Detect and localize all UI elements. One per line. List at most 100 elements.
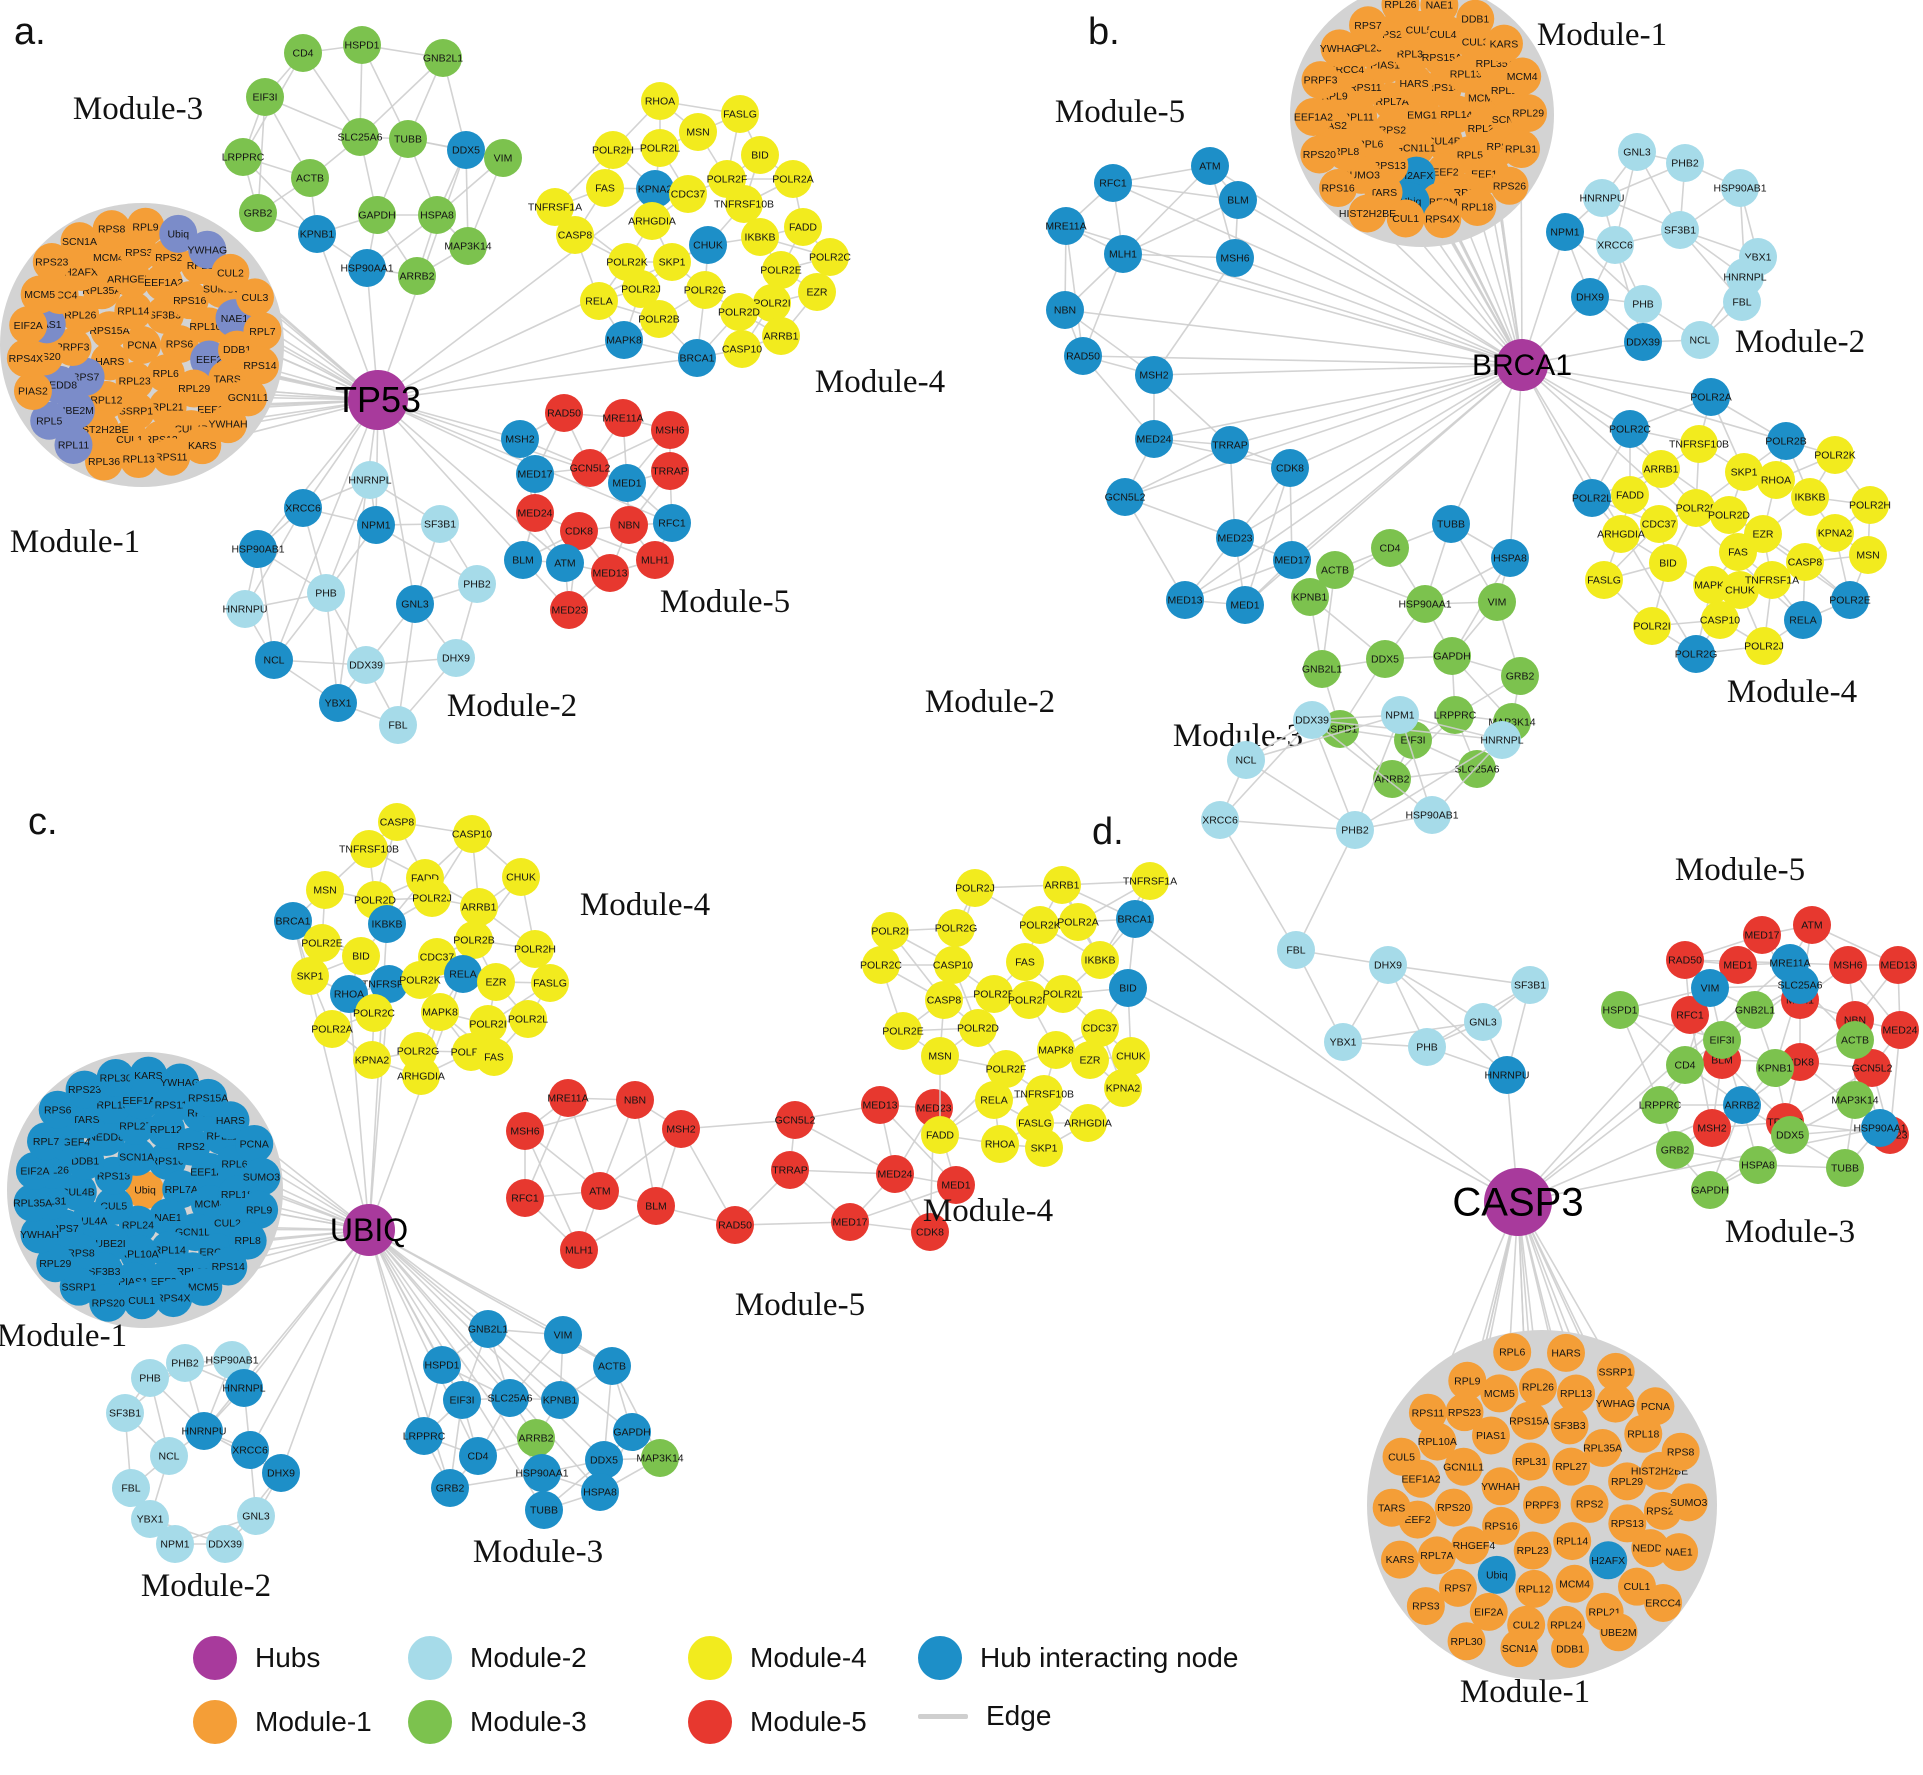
node-NPM1[interactable] — [156, 1525, 194, 1563]
node-PHB[interactable] — [131, 1359, 169, 1397]
node-RAD50[interactable] — [716, 1206, 754, 1244]
node-POLR2I[interactable] — [469, 1005, 507, 1043]
node-KARS[interactable] — [1380, 1540, 1419, 1579]
node-ERCC4[interactable] — [1644, 1583, 1683, 1622]
node-POLR2E[interactable] — [1831, 581, 1869, 619]
node-MSH6[interactable] — [1216, 239, 1254, 277]
node-RFC1[interactable] — [653, 504, 691, 542]
node-POLR2C[interactable] — [862, 946, 900, 984]
node-YWHAH[interactable] — [20, 1215, 59, 1254]
node-GNL3[interactable] — [1618, 133, 1656, 171]
node-CDK8[interactable] — [1271, 449, 1309, 487]
node-KPNA2[interactable] — [1816, 514, 1854, 552]
node-CD4[interactable] — [1371, 529, 1409, 567]
node-NCL[interactable] — [255, 641, 293, 679]
node-POLR2C[interactable] — [355, 994, 393, 1032]
node-RPL14[interactable] — [1553, 1522, 1592, 1561]
node-POLR2K[interactable] — [401, 961, 439, 999]
node-ATM[interactable] — [546, 544, 584, 582]
node-GRB2[interactable] — [239, 194, 277, 232]
node-RPL31[interactable] — [1512, 1442, 1551, 1481]
node-TNFRSF1A[interactable] — [370, 965, 408, 1003]
node-MED24[interactable] — [516, 494, 554, 532]
node-MED13[interactable] — [1166, 581, 1204, 619]
node-POLR2E[interactable] — [303, 924, 341, 962]
node-CDC37[interactable] — [669, 175, 707, 213]
node-RPL30[interactable] — [1447, 1622, 1486, 1661]
node-RPS6[interactable] — [38, 1090, 77, 1129]
node-HNRNPU[interactable] — [185, 1412, 223, 1450]
node-VIM[interactable] — [484, 139, 522, 177]
node-POLR2L[interactable] — [1573, 479, 1611, 517]
node-POLR2D[interactable] — [1710, 496, 1748, 534]
node-RPL6[interactable] — [146, 354, 185, 393]
node-PCNA[interactable] — [123, 326, 161, 364]
node-RPL18[interactable] — [1458, 187, 1497, 226]
node-ARRB1[interactable] — [460, 888, 498, 926]
node-H2AFX[interactable] — [1589, 1541, 1628, 1580]
node-YWHAH[interactable] — [1481, 1467, 1520, 1506]
node-RPS11[interactable] — [152, 437, 191, 476]
node-GAPDH[interactable] — [1691, 1171, 1729, 1209]
node-KARS[interactable] — [129, 1056, 168, 1095]
node-RPL29[interactable] — [36, 1244, 75, 1283]
node-IKBKB[interactable] — [1791, 478, 1829, 516]
node-TUBB[interactable] — [389, 120, 427, 158]
node-CUL1[interactable] — [122, 1281, 161, 1320]
node-RPL35A[interactable] — [1583, 1429, 1622, 1468]
node-MED13[interactable] — [591, 554, 629, 592]
node-POLR2G[interactable] — [937, 909, 975, 947]
node-KPNA2[interactable] — [636, 170, 674, 208]
node-KPNA2[interactable] — [353, 1041, 391, 1079]
node-GNL3[interactable] — [237, 1497, 275, 1535]
node-SF3B1[interactable] — [1511, 966, 1549, 1004]
node-TNFRSF10B[interactable] — [350, 830, 388, 868]
node-EIF3I[interactable] — [1703, 1021, 1741, 1059]
node-RPS23[interactable] — [65, 1070, 104, 1109]
node-RPS16[interactable] — [170, 281, 209, 320]
node-ARHGDIA[interactable] — [1069, 1104, 1107, 1142]
node-RPL9[interactable] — [126, 207, 165, 246]
node-NBN[interactable] — [1046, 291, 1084, 329]
node-GAPDH[interactable] — [1433, 637, 1471, 675]
node-TNFRSF10B[interactable] — [1025, 1075, 1063, 1113]
node-BRCA1[interactable] — [274, 902, 312, 940]
node-TNFRSF1A[interactable] — [1131, 862, 1169, 900]
node-RPS20[interactable] — [1434, 1488, 1473, 1527]
node-BLM[interactable] — [1219, 181, 1257, 219]
node-NBN[interactable] — [616, 1081, 654, 1119]
node-FAS[interactable] — [1719, 533, 1757, 571]
node-DDB1[interactable] — [1551, 1630, 1590, 1669]
node-MCM4[interactable] — [1555, 1564, 1594, 1603]
node-PHB[interactable] — [307, 574, 345, 612]
node-POLR2J[interactable] — [622, 270, 660, 308]
node-KPNB1[interactable] — [298, 215, 336, 253]
node-MED24[interactable] — [1881, 1011, 1919, 1049]
node-PHB[interactable] — [1624, 285, 1662, 323]
node-ACTB[interactable] — [593, 1347, 631, 1385]
node-GCN5L2[interactable] — [571, 449, 609, 487]
node-POLR2A[interactable] — [1692, 378, 1730, 416]
node-RPS4X[interactable] — [6, 339, 45, 378]
node-BID[interactable] — [1649, 544, 1687, 582]
legend-item-module2[interactable]: Module-2 — [408, 1636, 587, 1680]
node-VIM[interactable] — [1478, 583, 1516, 621]
node-ATM[interactable] — [581, 1172, 619, 1210]
node-TNFRSF1A[interactable] — [1753, 561, 1791, 599]
node-POLR2D[interactable] — [959, 1009, 997, 1047]
node-SSRP1[interactable] — [1596, 1352, 1635, 1391]
node-RPL7A[interactable] — [162, 1170, 201, 1209]
node-XRCC6[interactable] — [284, 489, 322, 527]
legend-item-module5[interactable]: Module-5 — [688, 1700, 867, 1744]
node-RPL7[interactable] — [243, 312, 282, 351]
node-ARRB1[interactable] — [1043, 866, 1081, 904]
node-CASP8[interactable] — [378, 803, 416, 841]
node-RPL29[interactable] — [1509, 94, 1548, 133]
node-MSH2[interactable] — [1693, 1109, 1731, 1147]
node-CD4[interactable] — [459, 1437, 497, 1475]
node-CASP8[interactable] — [1786, 543, 1824, 581]
node-FASLG[interactable] — [531, 964, 569, 1002]
node-ARHGEF4[interactable] — [1451, 1526, 1490, 1565]
node-GCN5L2[interactable] — [1853, 1049, 1891, 1087]
node-SUMO3[interactable] — [1669, 1483, 1708, 1522]
